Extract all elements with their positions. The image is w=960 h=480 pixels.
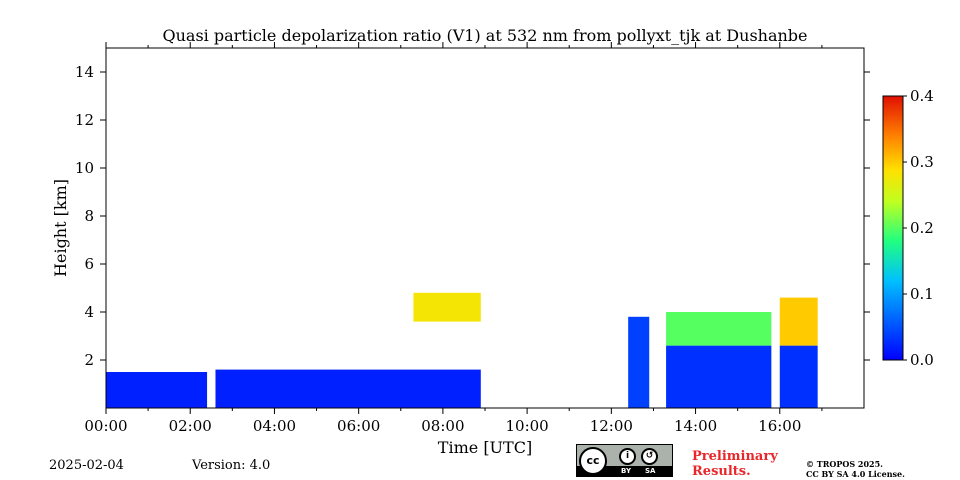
data-region-3: [628, 316, 650, 408]
copyright-line2: CC BY SA 4.0 License.: [806, 469, 905, 479]
data-region-2: [413, 292, 481, 322]
x-tick-label-7: 14:00: [674, 417, 717, 435]
copyright-line1: © TROPOS 2025.: [806, 459, 883, 469]
preliminary-line2: Results.: [692, 464, 751, 479]
cc-by-label: BY: [621, 467, 632, 475]
cc-sa-label: SA: [645, 467, 656, 475]
attribution-icon: i: [619, 448, 636, 465]
x-tick-label-3: 06:00: [337, 417, 380, 435]
x-axis-label: Time [UTC]: [438, 438, 532, 457]
preliminary-line1: Preliminary: [692, 449, 778, 464]
cc-badge-band: [577, 466, 672, 476]
colorbar-ticks: 0.0 0.1 0.2 0.3 0.4: [903, 87, 934, 369]
share-alike-icon: ↺: [641, 448, 658, 465]
y-tick-label-1: 4: [84, 303, 94, 321]
x-tick-label-8: 16:00: [758, 417, 801, 435]
data-region-6: [779, 345, 818, 408]
x-axis: 00:00 02:00 04:00 06:00 08:00 10:00 12:00 14:00…: [84, 42, 823, 435]
colorbar-tick-label-0: 0.0: [910, 351, 934, 369]
y-axis-label: Height [km]: [51, 179, 70, 277]
data-region-0: [106, 372, 208, 408]
x-tick-label-4: 08:00: [421, 417, 464, 435]
y-tick-label-5: 12: [75, 111, 94, 129]
y-tick-label-4: 10: [75, 159, 94, 177]
data-region-1: [215, 369, 481, 408]
chart-title: Quasi particle depolarization ratio (V1)…: [162, 26, 807, 45]
x-tick-label-5: 10:00: [505, 417, 548, 435]
colorbar-tick-label-1: 0.1: [910, 285, 934, 303]
y-tick-label-2: 6: [84, 255, 94, 273]
x-tick-label-6: 12:00: [590, 417, 633, 435]
colorbar-tick-label-4: 0.4: [910, 87, 934, 105]
cc-logo-icon: cc: [579, 447, 607, 475]
x-tick-label-2: 04:00: [253, 417, 296, 435]
preliminary-notice: Preliminary Results.: [692, 449, 778, 479]
data-region-7: [779, 297, 818, 346]
plot-area: [106, 292, 818, 408]
version-label: Version: 4.0: [192, 458, 271, 473]
x-tick-label-1: 02:00: [169, 417, 212, 435]
y-tick-label-0: 2: [84, 351, 94, 369]
x-tick-label-0: 00:00: [84, 417, 127, 435]
colorbar-tick-label-3: 0.3: [910, 153, 934, 171]
colorbar-tick-label-2: 0.2: [910, 219, 934, 237]
date-label: 2025-02-04: [49, 458, 124, 473]
data-region-5: [666, 312, 772, 346]
colorbar: [882, 95, 904, 361]
copyright-notice: © TROPOS 2025. CC BY SA 4.0 License.: [806, 459, 905, 479]
cc-license-badge: cc i ↺ BY SA: [576, 444, 673, 477]
y-tick-label-3: 8: [84, 207, 94, 225]
y-axis: 2 4 6 8 10 12 14: [75, 63, 870, 369]
y-tick-label-6: 14: [75, 63, 94, 81]
data-region-4: [666, 345, 772, 408]
